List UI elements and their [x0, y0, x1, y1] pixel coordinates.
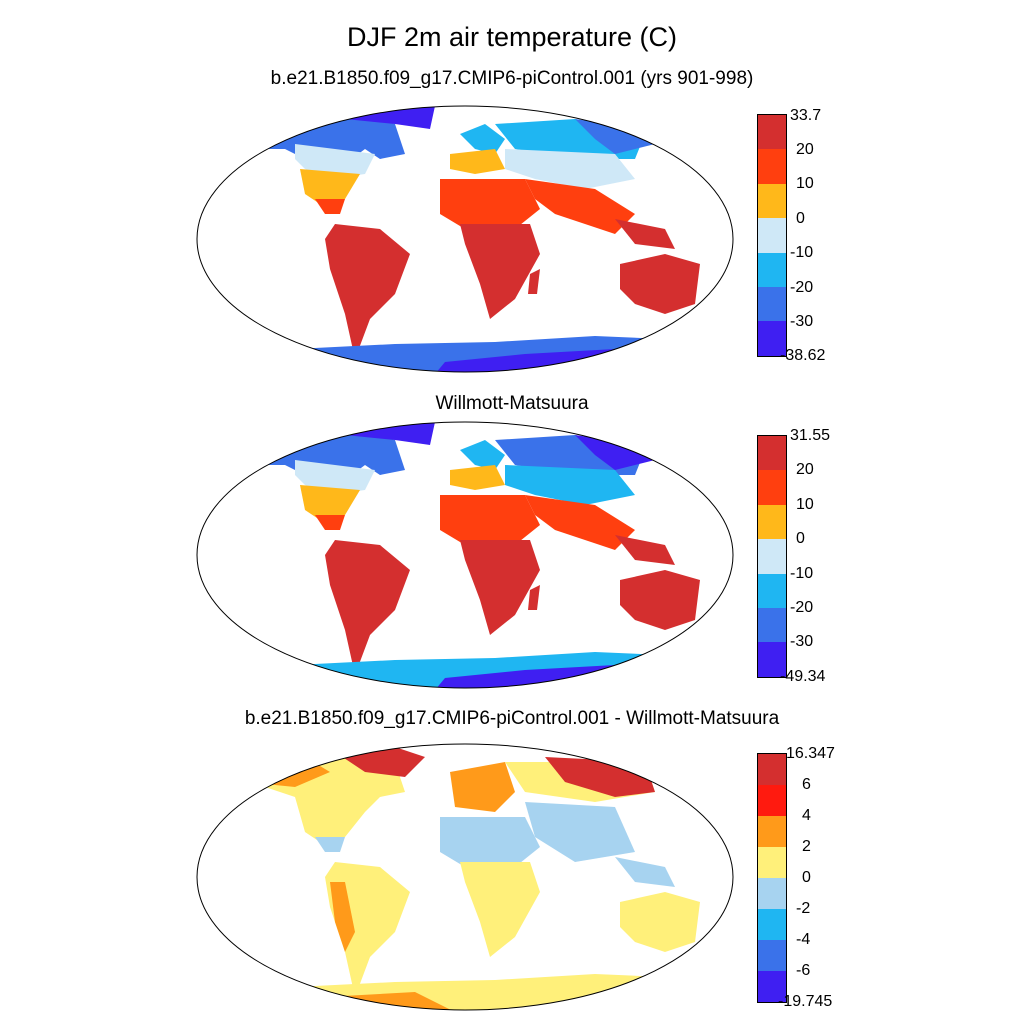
panel-2-colorbar-label: -20 — [790, 599, 814, 616]
central-south-africa — [460, 862, 540, 957]
central-south-africa — [460, 224, 540, 319]
panel-2-colorbar-label: -10 — [790, 565, 814, 582]
panel-3-colorbar-label: 6 — [802, 776, 811, 793]
panel-1-colorbar-bin — [758, 115, 786, 150]
europe-mid — [450, 149, 505, 174]
panel-1-colorbar-label: 0 — [796, 210, 805, 227]
southeast-asia-islands — [615, 535, 675, 565]
asia-mid — [505, 465, 635, 505]
panel-1-colorbar-label: -30 — [790, 313, 814, 330]
madagascar — [528, 585, 540, 610]
panel-3-colorbar-label: 0 — [802, 869, 811, 886]
panel-3-colorbar-bin — [758, 816, 786, 847]
central-america — [315, 199, 345, 214]
europe — [450, 762, 515, 812]
panel-1-title: b.e21.B1850.f09_g17.CMIP6-piControl.001 … — [270, 68, 754, 89]
panel-3-land — [255, 747, 700, 1010]
central-america — [315, 837, 345, 852]
panel-3-map — [196, 743, 734, 1011]
panel-1-colorbar-label: 20 — [796, 141, 814, 158]
panel-2-land — [255, 422, 700, 688]
figure-title: DJF 2m air temperature (C) — [346, 22, 678, 52]
panel-3-colorbar-label: -19.745 — [778, 993, 833, 1010]
north-america-south — [300, 485, 360, 520]
asia-south — [525, 179, 635, 234]
panel-3-title: b.e21.B1850.f09_g17.CMIP6-piControl.001 … — [244, 708, 780, 729]
north-africa — [440, 179, 540, 229]
panel-1-colorbar-bin — [758, 286, 786, 322]
panel-2-colorbar-bin — [758, 607, 786, 643]
panel-1-colorbar-bin — [758, 252, 786, 287]
panel-1-colorbar-label: 33.7 — [790, 107, 822, 124]
europe-north — [460, 440, 505, 470]
panel-2-colorbar-bin — [758, 642, 786, 677]
south-america — [325, 540, 410, 675]
southeast-asia-islands — [615, 219, 675, 249]
panel-3-colorbar — [757, 753, 787, 1003]
panel-3-colorbar-bin — [758, 754, 786, 785]
panel-3-colorbar-label: -2 — [796, 900, 811, 917]
panel-1-colorbar-bin — [758, 149, 786, 184]
south-america-andes — [330, 882, 355, 952]
australia — [620, 254, 700, 314]
panel-2-colorbar-bin — [758, 539, 786, 574]
panel-3-colorbar-bin — [758, 847, 786, 878]
panel-1-colorbar-bin — [758, 321, 786, 356]
southeast-asia-islands — [615, 857, 675, 887]
australia — [620, 892, 700, 952]
south-america — [325, 224, 410, 359]
asia-south — [525, 495, 635, 550]
panel-1-map-border — [196, 105, 734, 373]
europe-mid — [450, 465, 505, 490]
panel-1-land — [255, 106, 700, 372]
panel-1-colorbar — [757, 114, 787, 357]
central-america — [315, 515, 345, 530]
panel-1-map — [196, 105, 734, 373]
europe-north — [460, 124, 505, 154]
panel-3-map-border — [196, 743, 734, 1011]
panel-2-colorbar-bin — [758, 436, 786, 471]
north-africa — [440, 495, 540, 545]
panel-1-colorbar-label: 10 — [796, 175, 814, 192]
panel-1-colorbar-label: -10 — [790, 244, 814, 261]
panel-3-colorbar-label: -6 — [796, 962, 811, 979]
panel-3-colorbar-bin — [758, 940, 786, 971]
panel-2-colorbar-bin — [758, 504, 786, 540]
panel-2-map — [196, 421, 734, 689]
panel-3-colorbar-label: 4 — [802, 807, 811, 824]
panel-1-colorbar-label: -38.62 — [780, 347, 826, 364]
panel-3-colorbar-label: 16.347 — [786, 745, 835, 762]
panel-3-colorbar-bin — [758, 878, 786, 909]
panel-2-colorbar-label: -49.34 — [780, 668, 826, 685]
panel-1-colorbar-bin — [758, 218, 786, 253]
panel-2-colorbar-bin — [758, 573, 786, 608]
panel-2-colorbar — [757, 435, 787, 678]
panel-2-colorbar-label: -30 — [790, 633, 814, 650]
panel-2-title: Willmott-Matsuura — [435, 393, 589, 414]
panel-2-colorbar-label: 10 — [796, 496, 814, 513]
panel-2-colorbar-label: 31.55 — [790, 427, 831, 444]
panel-1-colorbar-bin — [758, 183, 786, 219]
madagascar — [528, 269, 540, 294]
panel-2-colorbar-bin — [758, 470, 786, 505]
australia — [620, 570, 700, 630]
north-africa — [440, 817, 540, 867]
north-america-south — [300, 169, 360, 204]
panel-2-colorbar-label: 20 — [796, 461, 814, 478]
panel-2-map-border — [196, 421, 734, 689]
panel-3-colorbar-label: 2 — [802, 838, 811, 855]
panel-3-colorbar-bin — [758, 785, 786, 816]
panel-3-colorbar-label: -4 — [796, 931, 811, 948]
asia-mid — [505, 149, 635, 189]
antarctica — [285, 974, 665, 1010]
panel-1-colorbar-label: -20 — [790, 279, 814, 296]
central-south-africa — [460, 540, 540, 635]
panel-3-colorbar-bin — [758, 909, 786, 940]
asia-south — [525, 802, 635, 862]
panel-3-colorbar-bin — [758, 971, 786, 1002]
panel-2-colorbar-label: 0 — [796, 530, 805, 547]
